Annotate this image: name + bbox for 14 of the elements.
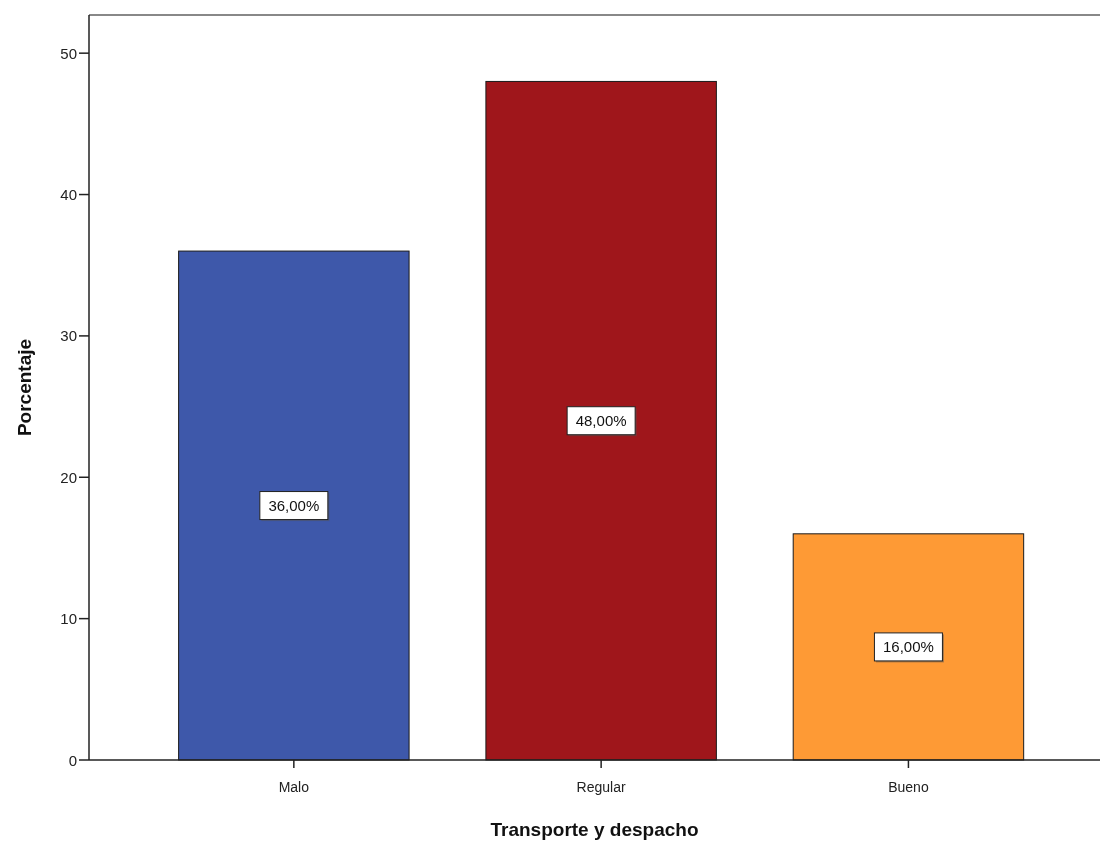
y-tick-label: 0	[68, 751, 77, 769]
x-tick-label: Bueno	[888, 779, 929, 795]
y-tick-label: 40	[60, 186, 77, 204]
y-axis-title: Porcentaje	[13, 338, 35, 437]
data-label: 48,00%	[575, 412, 627, 430]
y-tick-label: 10	[60, 610, 77, 628]
x-tick-label: Regular	[576, 779, 626, 795]
x-axis-title: Transporte y despacho	[490, 818, 699, 840]
y-tick-label: 20	[60, 468, 77, 486]
data-label: 36,00%	[268, 497, 320, 515]
x-tick-label: Malo	[278, 779, 310, 795]
y-tick-label: 50	[60, 44, 77, 62]
data-label: 16,00%	[882, 638, 934, 656]
y-tick-label: 30	[60, 327, 77, 345]
